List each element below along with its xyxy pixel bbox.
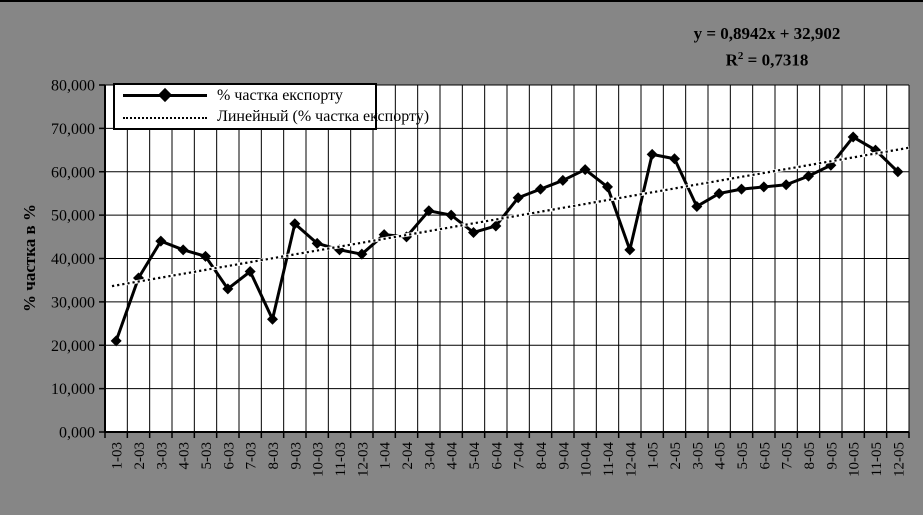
x-tick-label: 2-05 [668,442,684,470]
x-tick-label: 12-04 [623,442,639,477]
x-tick-label: 7-05 [780,442,796,470]
data-point-marker [155,235,167,247]
x-tick-label: 2-03 [132,442,148,470]
data-point-marker [892,166,904,178]
x-tick-label: 9-04 [556,442,572,470]
x-tick-label: 12-03 [355,442,371,477]
x-tick-label: 3-04 [422,442,438,470]
trendline-backing [111,145,910,288]
x-tick-label: 8-03 [266,442,282,470]
data-point-marker [490,220,502,232]
x-tick-label: 11-05 [869,442,885,476]
data-point-marker [579,164,591,176]
x-tick-label: 5-04 [467,442,483,470]
data-point-marker [691,200,703,212]
x-tick-label: 6-04 [489,442,505,470]
data-point-marker [311,237,323,249]
data-point-marker [847,131,859,143]
x-tick-label: 1-04 [378,442,394,470]
x-tick-label: 10-04 [579,442,595,477]
data-point-marker [557,174,569,186]
y-tick-label: 10,000 [51,381,95,398]
r-symbol: R [725,50,738,70]
x-tick-label: 9-05 [824,442,840,470]
legend: % частка експорту Линейный (% частка екс… [113,83,429,130]
trendline-equation: y = 0,8942x + 32,902 R2 = 0,7318 [637,22,897,72]
data-point-marker [780,179,792,191]
data-point-marker [244,266,256,278]
x-tick-label: 11-04 [601,442,617,477]
data-point-marker [356,248,368,260]
data-point-marker [512,192,524,204]
data-point-marker [110,335,122,347]
y-tick-label: 20,000 [51,338,95,355]
y-tick-label: 40,000 [51,251,95,268]
data-point-marker [423,205,435,217]
diamond-marker-icon [157,88,173,103]
y-tick-label: 80,000 [51,78,95,95]
data-point-marker [222,283,234,295]
x-tick-label: 3-03 [154,442,170,470]
data-point-marker [758,181,770,193]
data-point-marker [602,181,613,193]
x-tick-label: 4-03 [177,442,193,470]
trendline-marker-sample [123,107,207,128]
x-tick-label: 10-05 [847,442,863,477]
data-point-marker [535,183,546,195]
x-tick-label: 6-03 [221,442,237,470]
x-tick-label: 5-05 [735,442,751,470]
data-point-marker [200,250,211,262]
x-tick-label: 4-05 [713,442,729,470]
data-point-marker [803,170,814,182]
data-point-marker [736,183,747,195]
y-tick-label: 0,000 [59,425,95,442]
x-tick-label: 12-05 [891,442,907,477]
image-top-border [0,0,923,2]
data-point-marker [468,226,479,238]
legend-item-trendline: Линейный (% частка експорту) [115,107,429,128]
y-tick-label: 70,000 [51,121,95,138]
x-tick-label: 3-05 [690,442,706,470]
legend-item-label: Линейный (% частка експорту) [217,108,430,126]
data-point-marker [669,153,680,165]
dotted-line-icon [123,116,207,119]
x-tick-label: 4-04 [445,442,461,470]
x-tick-label: 7-03 [244,442,260,470]
x-tick-label: 11-03 [333,442,349,476]
x-tick-label: 8-04 [534,442,550,470]
x-tick-label: 9-03 [288,442,304,470]
legend-item-series: % частка експорту [115,85,375,106]
x-tick-label: 1-05 [646,442,662,470]
x-tick-label: 7-04 [512,442,528,470]
x-tick-label: 6-05 [757,442,773,470]
series-marker-sample [123,85,207,106]
y-tick-label: 30,000 [51,294,95,311]
data-point-marker [267,313,278,325]
y-tick-label: 50,000 [51,208,95,225]
y-tick-label: 60,000 [51,164,95,181]
r-value: = 0,7318 [743,50,809,70]
data-point-marker [289,218,301,230]
x-tick-label: 1-03 [110,442,126,470]
data-point-marker [646,148,658,160]
r-squared-line: R2 = 0,7318 [637,45,897,72]
x-tick-label: 8-05 [802,442,818,470]
legend-item-label: % частка експорту [217,86,343,104]
data-point-marker [445,209,457,221]
x-tick-label: 10-03 [311,442,327,477]
equation-line: y = 0,8942x + 32,902 [693,24,841,43]
x-tick-label: 2-04 [400,442,416,470]
data-point-marker [624,244,636,256]
r-exponent: 2 [737,50,744,62]
data-point-marker [713,187,725,199]
x-tick-label: 5-03 [199,442,215,470]
y-axis-title: % частка в % [20,204,39,312]
data-point-marker [177,244,189,256]
